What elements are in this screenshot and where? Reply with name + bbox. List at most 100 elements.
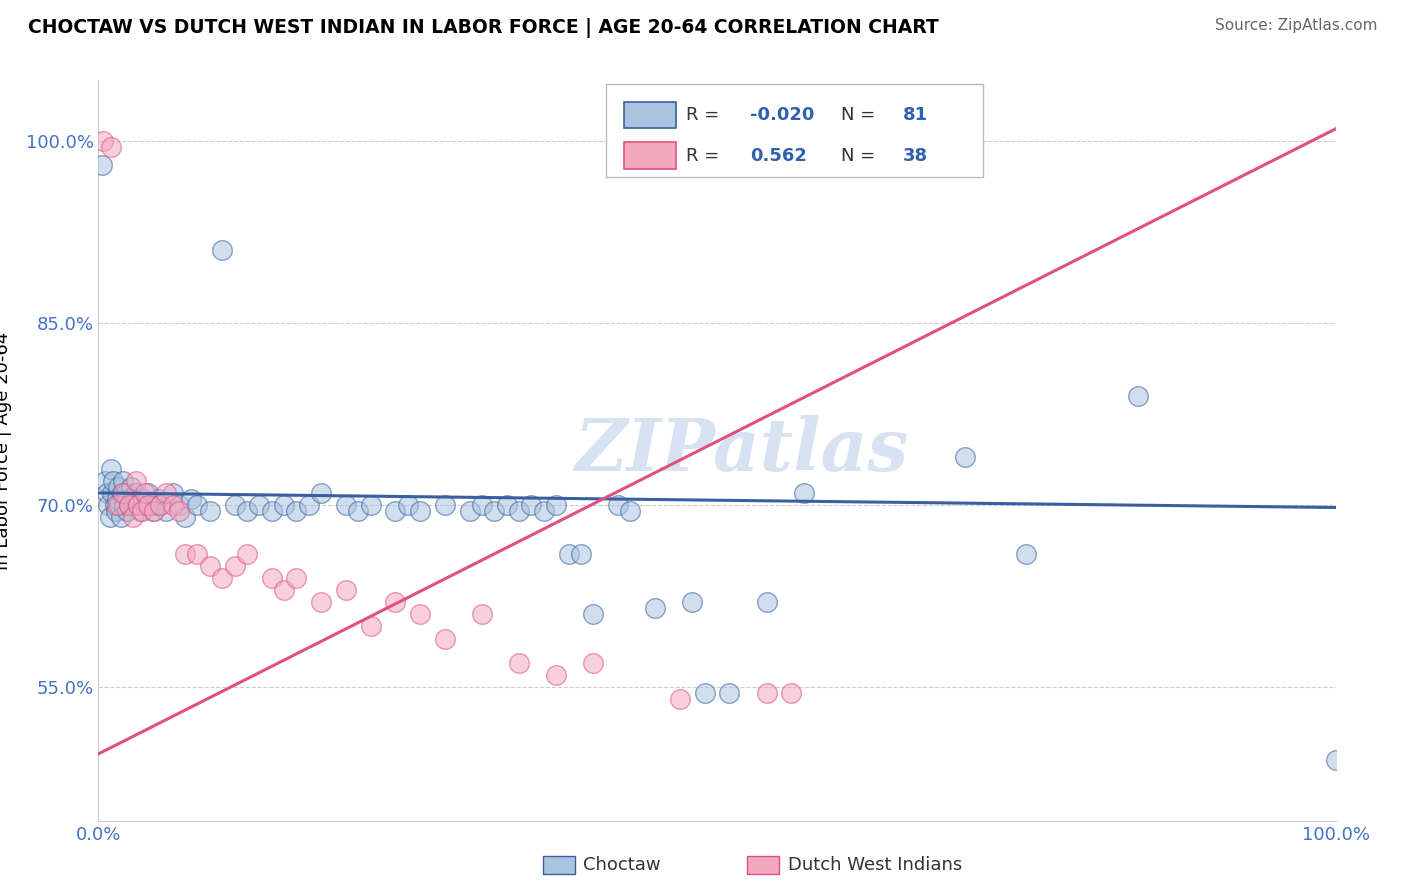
Point: [112, 486, 135, 500]
Point: [121, 491, 143, 506]
Text: N =: N =: [841, 106, 880, 124]
Point: [693, 686, 716, 700]
FancyBboxPatch shape: [606, 84, 983, 177]
Point: [236, 547, 259, 561]
Point: [247, 498, 270, 512]
FancyBboxPatch shape: [747, 856, 779, 874]
Point: [149, 498, 172, 512]
Point: [557, 547, 579, 561]
Point: [433, 498, 456, 512]
Point: [285, 504, 308, 518]
Point: [186, 547, 208, 561]
Point: [211, 243, 233, 257]
Point: [112, 498, 135, 512]
Point: [669, 692, 692, 706]
Point: [122, 498, 145, 512]
Point: [520, 498, 543, 512]
Point: [139, 498, 162, 512]
Point: [508, 656, 530, 670]
Point: [260, 571, 283, 585]
Text: Dutch West Indians: Dutch West Indians: [787, 856, 962, 874]
Point: [298, 498, 321, 512]
Point: [114, 486, 136, 500]
Point: [198, 504, 221, 518]
Point: [127, 498, 149, 512]
Point: [136, 498, 159, 512]
Point: [115, 504, 138, 518]
Point: [953, 450, 976, 464]
Point: [433, 632, 456, 646]
Point: [780, 686, 803, 700]
Point: [569, 547, 592, 561]
Point: [112, 474, 135, 488]
Point: [644, 601, 666, 615]
Point: [755, 686, 778, 700]
Point: [718, 686, 741, 700]
Point: [224, 498, 246, 512]
Point: [108, 498, 131, 512]
Point: [260, 504, 283, 518]
Point: [143, 504, 166, 518]
Point: [167, 504, 190, 518]
Point: [97, 498, 120, 512]
Point: [309, 595, 332, 609]
Point: [100, 140, 122, 154]
Point: [681, 595, 703, 609]
Point: [224, 558, 246, 573]
Point: [384, 504, 406, 518]
Point: [127, 498, 149, 512]
Point: [107, 480, 129, 494]
Text: 0.562: 0.562: [751, 147, 807, 165]
Text: Choctaw: Choctaw: [583, 856, 661, 874]
FancyBboxPatch shape: [624, 143, 676, 169]
Point: [409, 607, 432, 622]
Point: [167, 498, 190, 512]
Point: [143, 498, 166, 512]
Point: [134, 498, 156, 512]
Text: 38: 38: [903, 147, 928, 165]
Point: [582, 656, 605, 670]
Point: [103, 498, 125, 512]
Point: [755, 595, 778, 609]
Text: N =: N =: [841, 147, 880, 165]
Point: [186, 498, 208, 512]
Point: [110, 510, 132, 524]
Point: [96, 486, 118, 500]
Point: [793, 486, 815, 500]
Point: [129, 504, 152, 518]
Point: [162, 486, 184, 500]
Point: [131, 504, 153, 518]
Point: [335, 498, 357, 512]
Text: Source: ZipAtlas.com: Source: ZipAtlas.com: [1215, 18, 1378, 33]
Point: [149, 498, 172, 512]
Point: [360, 498, 382, 512]
Point: [285, 571, 308, 585]
Point: [105, 491, 128, 506]
Point: [146, 491, 169, 506]
Text: ZIPatlas: ZIPatlas: [575, 415, 908, 486]
Point: [458, 504, 481, 518]
Point: [93, 134, 115, 148]
Point: [384, 595, 406, 609]
Point: [211, 571, 233, 585]
Point: [162, 498, 184, 512]
Point: [120, 480, 142, 494]
Point: [508, 504, 530, 518]
Point: [335, 582, 357, 597]
FancyBboxPatch shape: [624, 102, 676, 128]
Point: [1324, 753, 1347, 767]
Point: [309, 486, 332, 500]
Point: [104, 504, 127, 518]
Point: [117, 491, 139, 506]
Point: [471, 498, 494, 512]
Point: [396, 498, 419, 512]
Point: [236, 504, 259, 518]
Point: [1126, 389, 1149, 403]
Point: [360, 619, 382, 633]
Text: R =: R =: [686, 147, 725, 165]
Point: [347, 504, 370, 518]
Point: [180, 491, 202, 506]
Point: [546, 498, 568, 512]
Text: CHOCTAW VS DUTCH WEST INDIAN IN LABOR FORCE | AGE 20-64 CORRELATION CHART: CHOCTAW VS DUTCH WEST INDIAN IN LABOR FO…: [28, 18, 939, 37]
Point: [484, 504, 506, 518]
